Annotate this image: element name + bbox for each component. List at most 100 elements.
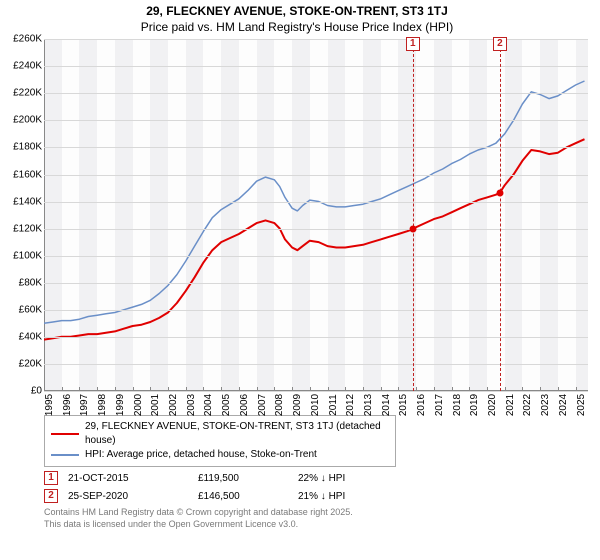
x-tick-mark xyxy=(221,387,222,391)
gridline-h xyxy=(44,256,588,257)
y-tick-label: £80K xyxy=(19,277,42,288)
x-tick-label: 2020 xyxy=(487,394,498,416)
y-tick-label: £220K xyxy=(13,88,42,99)
x-tick-mark xyxy=(79,387,80,391)
x-tick-label: 2015 xyxy=(398,394,409,416)
x-tick-label: 2019 xyxy=(469,394,480,416)
gridline-h xyxy=(44,202,588,203)
x-tick-label: 2007 xyxy=(257,394,268,416)
x-tick-mark xyxy=(558,387,559,391)
chart-title-sub: Price paid vs. HM Land Registry's House … xyxy=(4,20,590,36)
x-tick-mark xyxy=(363,387,364,391)
x-tick-mark xyxy=(115,387,116,391)
x-tick-mark xyxy=(381,387,382,391)
event-price: £119,500 xyxy=(198,473,288,484)
legend-row: HPI: Average price, detached house, Stok… xyxy=(51,448,389,462)
legend-box: 29, FLECKNEY AVENUE, STOKE-ON-TRENT, ST3… xyxy=(44,415,396,467)
x-tick-mark xyxy=(274,387,275,391)
x-tick-mark xyxy=(168,387,169,391)
x-tick-mark xyxy=(540,387,541,391)
x-tick-label: 2025 xyxy=(576,394,587,416)
event-table: 121-OCT-2015£119,50022% ↓ HPI225-SEP-202… xyxy=(44,471,590,503)
x-tick-label: 2001 xyxy=(150,394,161,416)
gridline-h xyxy=(44,66,588,67)
event-delta: 22% ↓ HPI xyxy=(298,473,345,484)
x-tick-mark xyxy=(44,387,45,391)
x-tick-label: 2021 xyxy=(505,394,516,416)
event-price: £146,500 xyxy=(198,491,288,502)
legend-swatch xyxy=(51,433,79,435)
x-tick-label: 2000 xyxy=(133,394,144,416)
y-tick-label: £160K xyxy=(13,169,42,180)
x-tick-label: 2023 xyxy=(540,394,551,416)
x-tick-label: 2010 xyxy=(310,394,321,416)
x-tick-label: 1998 xyxy=(97,394,108,416)
y-tick-label: £60K xyxy=(19,304,42,315)
x-tick-label: 2012 xyxy=(345,394,356,416)
footnote-line2: This data is licensed under the Open Gov… xyxy=(44,519,590,531)
y-tick-label: £20K xyxy=(19,359,42,370)
gridline-h xyxy=(44,364,588,365)
x-tick-mark xyxy=(62,387,63,391)
x-tick-mark xyxy=(203,387,204,391)
y-tick-label: £240K xyxy=(13,61,42,72)
x-tick-mark xyxy=(416,387,417,391)
x-tick-mark xyxy=(345,387,346,391)
y-tick-label: £120K xyxy=(13,223,42,234)
x-tick-mark xyxy=(576,387,577,391)
x-tick-label: 1995 xyxy=(44,394,55,416)
legend-row: 29, FLECKNEY AVENUE, STOKE-ON-TRENT, ST3… xyxy=(51,420,389,448)
x-tick-mark xyxy=(469,387,470,391)
chart-lines-svg xyxy=(44,39,588,391)
y-tick-label: £140K xyxy=(13,196,42,207)
gridline-h xyxy=(44,93,588,94)
x-tick-label: 2011 xyxy=(328,394,339,416)
x-tick-mark xyxy=(522,387,523,391)
gridline-h xyxy=(44,120,588,121)
marker-line-1 xyxy=(413,39,414,391)
chart-area: £0£20K£40K£60K£80K£100K£120K£140K£160K£1… xyxy=(4,39,590,409)
legend-label: 29, FLECKNEY AVENUE, STOKE-ON-TRENT, ST3… xyxy=(85,420,389,448)
gridline-h xyxy=(44,147,588,148)
x-tick-label: 2024 xyxy=(558,394,569,416)
footnote: Contains HM Land Registry data © Crown c… xyxy=(44,507,590,530)
x-tick-label: 2016 xyxy=(416,394,427,416)
event-row: 225-SEP-2020£146,50021% ↓ HPI xyxy=(44,489,590,503)
x-tick-label: 2014 xyxy=(381,394,392,416)
gridline-h xyxy=(44,283,588,284)
y-tick-label: £260K xyxy=(13,34,42,45)
x-tick-mark xyxy=(487,387,488,391)
x-tick-mark xyxy=(239,387,240,391)
x-tick-mark xyxy=(257,387,258,391)
x-tick-mark xyxy=(150,387,151,391)
x-axis: 1995199619971998199920002001200220032004… xyxy=(44,391,588,409)
marker-box-1: 1 xyxy=(406,37,420,51)
x-tick-label: 1999 xyxy=(115,394,126,416)
x-tick-mark xyxy=(310,387,311,391)
x-tick-label: 2005 xyxy=(221,394,232,416)
x-tick-label: 2002 xyxy=(168,394,179,416)
y-axis: £0£20K£40K£60K£80K£100K£120K£140K£160K£1… xyxy=(4,39,44,391)
x-tick-mark xyxy=(328,387,329,391)
x-tick-mark xyxy=(186,387,187,391)
x-tick-label: 1997 xyxy=(79,394,90,416)
gridline-h xyxy=(44,337,588,338)
x-tick-label: 2003 xyxy=(186,394,197,416)
legend-label: HPI: Average price, detached house, Stok… xyxy=(85,448,317,462)
chart-title-block: 29, FLECKNEY AVENUE, STOKE-ON-TRENT, ST3… xyxy=(4,4,590,35)
event-date: 21-OCT-2015 xyxy=(68,473,188,484)
x-tick-mark xyxy=(133,387,134,391)
marker-dot-1 xyxy=(409,226,416,233)
x-tick-label: 2008 xyxy=(274,394,285,416)
event-date: 25-SEP-2020 xyxy=(68,491,188,502)
x-tick-label: 2006 xyxy=(239,394,250,416)
marker-line-2 xyxy=(500,39,501,391)
footnote-line1: Contains HM Land Registry data © Crown c… xyxy=(44,507,590,519)
marker-box-2: 2 xyxy=(493,37,507,51)
event-row: 121-OCT-2015£119,50022% ↓ HPI xyxy=(44,471,590,485)
legend-swatch xyxy=(51,454,79,456)
gridline-h xyxy=(44,175,588,176)
x-tick-label: 2017 xyxy=(434,394,445,416)
plot-region: 12 xyxy=(44,39,588,391)
y-tick-label: £100K xyxy=(13,250,42,261)
